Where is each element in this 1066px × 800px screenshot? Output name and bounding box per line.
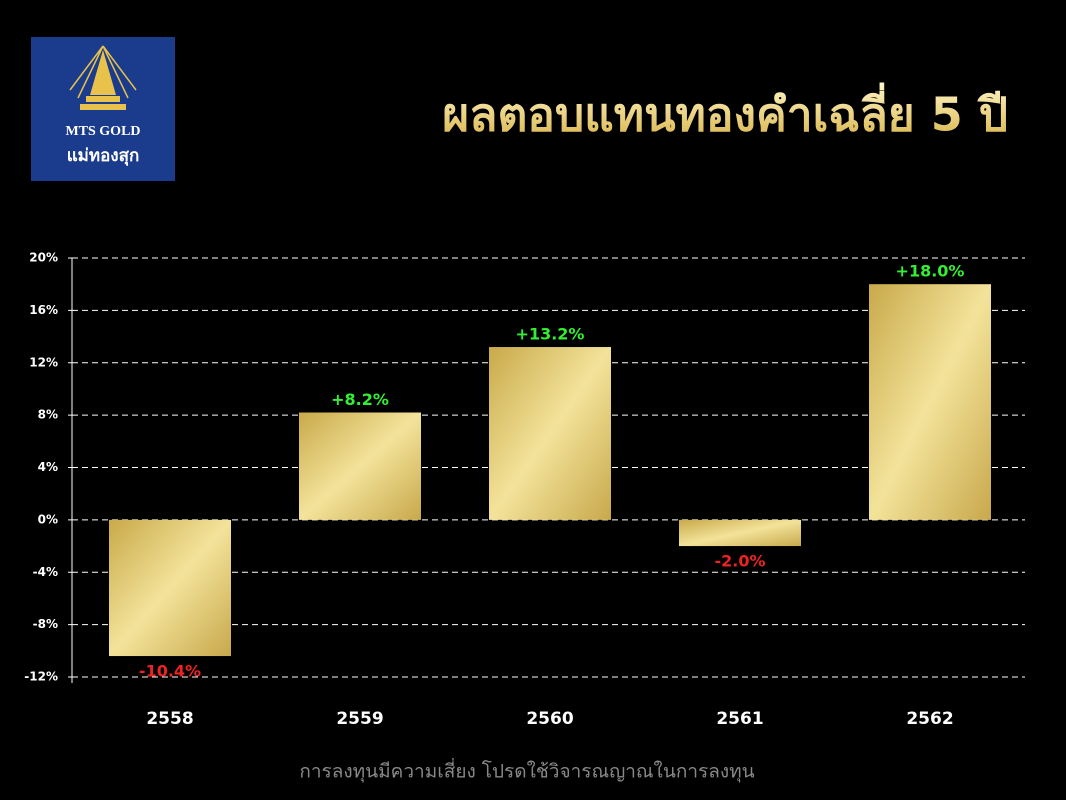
x-tick-label: 2562 [906,709,953,729]
value-label: +18.0% [896,262,965,281]
chart-title: ผลตอบแทนทองคำเฉลี่ย 5 ปี [442,83,1008,142]
bar [869,284,991,520]
y-tick-label: 4% [38,460,58,474]
x-tick-label: 2561 [716,709,763,729]
y-tick-label: -8% [33,617,58,631]
y-tick-label: -12% [24,670,58,684]
logo-name: แม่ทองสุก [67,146,140,166]
x-tick-label: 2558 [146,709,193,729]
logo-brand: MTS GOLD [65,124,140,139]
bar [489,347,611,520]
y-tick-label: 0% [38,512,58,526]
value-label: +8.2% [331,390,389,409]
value-label: -10.4% [139,662,201,681]
y-tick-label: -4% [33,565,58,579]
y-tick-label: 8% [38,408,58,422]
bar [679,519,801,547]
x-tick-label: 2559 [336,709,383,729]
footer: การลงทุนมีความเสี่ยง โปรดใช้วิจารณญาณในก… [299,758,754,784]
y-tick-label: 20% [29,251,58,265]
x-tick-label: 2560 [526,709,573,729]
y-tick-label: 12% [29,355,58,369]
value-label: -2.0% [714,552,765,571]
y-tick-label: 16% [29,303,58,317]
bar [299,412,421,520]
bar [109,519,231,657]
value-label: +13.2% [516,325,585,344]
logo-icon [69,45,137,110]
